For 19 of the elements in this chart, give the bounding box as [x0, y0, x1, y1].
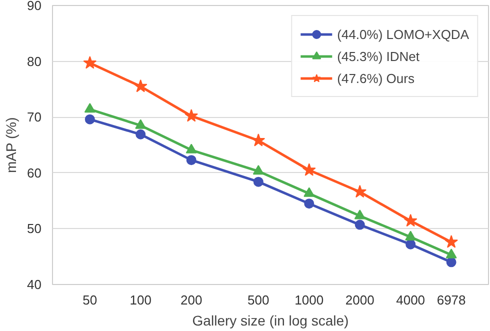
x-tick-label: 500 — [248, 292, 270, 308]
y-tick-label: 60 — [27, 165, 42, 180]
y-tick-label: 50 — [27, 221, 42, 236]
legend-label: (45.3%) IDNet — [337, 48, 420, 64]
x-tick-label: 2000 — [345, 292, 374, 308]
x-tick-label: 200 — [180, 292, 202, 308]
x-tick-label: 1000 — [294, 292, 324, 308]
x-tick-label: 50 — [82, 292, 98, 308]
x-tick-label: 4000 — [396, 292, 426, 308]
y-tick-label: 70 — [27, 110, 42, 125]
y-axis-title: mAP (%) — [3, 117, 20, 173]
y-tick-label: 80 — [27, 54, 42, 69]
x-tick-label: 100 — [130, 292, 152, 308]
y-tick-label: 40 — [27, 277, 42, 292]
y-tick-label: 90 — [27, 0, 42, 13]
x-axis-title: Gallery size (in log scale) — [192, 312, 349, 328]
x-tick-label: 6978 — [436, 292, 466, 308]
legend-label: (47.6%) Ours — [337, 70, 414, 86]
legend-label: (44.0%) LOMO+XQDA — [337, 26, 469, 42]
